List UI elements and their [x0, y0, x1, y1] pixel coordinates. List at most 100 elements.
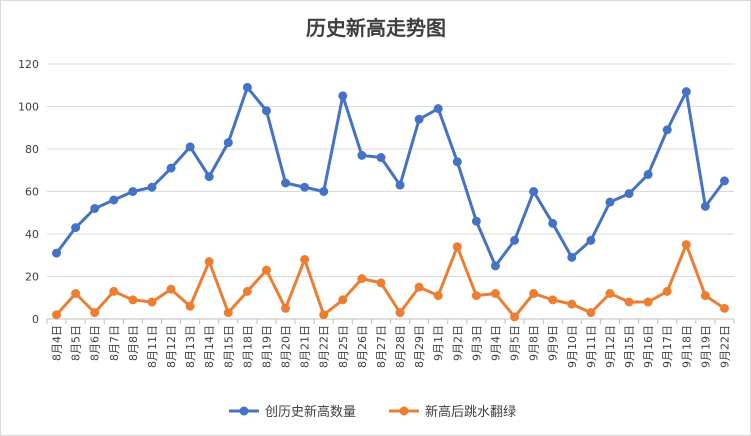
y-tick-label: 100: [18, 101, 39, 114]
x-tick-label: 8月19日: [260, 325, 273, 368]
axes: 0 20 40 60 80 100 120 8月4日 8月5日 8月6日 8月7日 8月8日 8月11日…: [18, 58, 735, 368]
x-tick-label: 8月12日: [165, 325, 178, 368]
data-point: [90, 308, 100, 318]
data-point: [338, 91, 348, 101]
series-line: [55, 85, 726, 268]
x-tick-label: 9月3日: [470, 325, 483, 361]
data-point: [624, 297, 634, 307]
data-point: [395, 308, 405, 318]
x-tick-label: 9月8日: [528, 325, 541, 361]
data-point: [414, 282, 424, 292]
y-tick-label: 120: [18, 58, 39, 71]
data-point: [719, 176, 729, 186]
x-tick-label: 9月19日: [699, 325, 712, 368]
data-point: [452, 242, 462, 252]
series-group: [52, 82, 729, 271]
data-point: [242, 82, 252, 92]
x-tick-label: 8月14日: [203, 325, 216, 368]
data-point: [52, 248, 62, 258]
data-point: [223, 308, 233, 318]
data-point: [376, 153, 386, 162]
data-point: [700, 201, 710, 211]
data-point: [281, 178, 291, 188]
data-point: [204, 257, 214, 267]
data-point: [586, 235, 596, 245]
data-point: [605, 289, 615, 298]
x-tick-label: 9月12日: [604, 325, 617, 368]
data-point: [166, 163, 176, 173]
x-tick-label: 9月15日: [623, 325, 636, 368]
data-point: [471, 216, 481, 226]
data-point: [548, 218, 558, 228]
data-point: [185, 301, 195, 311]
x-tick-label: 9月17日: [661, 325, 674, 368]
data-point: [128, 295, 138, 305]
x-tick-label: 8月7日: [108, 325, 121, 361]
data-point: [395, 180, 405, 190]
data-point: [719, 303, 729, 313]
legend-item: 创历史新高数量: [229, 404, 356, 420]
x-tick-label: 9月18日: [680, 325, 693, 368]
data-point: [357, 150, 367, 160]
y-tick-label: 0: [32, 313, 39, 326]
data-point: [510, 235, 520, 245]
data-point: [319, 187, 329, 196]
data-point: [242, 286, 252, 296]
x-tick-label: 9月22日: [718, 325, 731, 368]
data-point: [204, 172, 214, 182]
data-point: [166, 284, 176, 294]
x-tick-label: 8月4日: [51, 325, 64, 361]
data-point: [662, 125, 672, 135]
data-point: [567, 299, 577, 309]
data-point: [109, 195, 119, 205]
data-point: [433, 291, 443, 301]
x-tick-label: 9月5日: [509, 325, 522, 361]
x-tick-label: 8月27日: [375, 325, 388, 368]
x-tick-label: 9月9日: [547, 325, 560, 361]
data-point: [357, 274, 367, 284]
data-point: [300, 255, 310, 264]
x-tick-label: 8月20日: [280, 325, 293, 368]
x-tick-label: 8月26日: [356, 325, 369, 368]
data-point: [643, 297, 653, 307]
data-point: [510, 312, 520, 322]
legend: 创历史新高数量 新高后跳水翻绿: [229, 404, 516, 420]
data-point: [52, 310, 62, 320]
data-point: [624, 189, 634, 199]
legend-label: 创历史新高数量: [265, 404, 356, 420]
data-point: [90, 204, 100, 213]
x-tick-label: 8月6日: [89, 325, 102, 361]
x-tick-label: 9月10日: [566, 325, 579, 368]
data-point: [414, 114, 424, 124]
series-group: [52, 240, 729, 322]
x-tick-label: 8月22日: [318, 325, 331, 368]
x-tick-label: 9月1日: [432, 325, 445, 361]
x-tick-label: 9月11日: [585, 325, 598, 368]
data-point: [567, 252, 577, 262]
x-tick-label: 8月15日: [222, 325, 235, 368]
x-tick-label: 8月25日: [337, 325, 350, 368]
data-point: [662, 286, 672, 296]
data-point: [281, 303, 291, 313]
data-point: [452, 157, 462, 167]
data-point: [433, 104, 443, 114]
series-line: [55, 243, 726, 319]
data-point: [376, 278, 386, 288]
data-point: [319, 310, 329, 320]
y-tick-label: 40: [25, 228, 39, 241]
x-tick-label: 8月29日: [413, 325, 426, 368]
y-tick-label: 60: [25, 186, 39, 199]
x-tick-label: 9月4日: [489, 325, 502, 361]
data-point: [261, 265, 271, 275]
x-tick-label: 9月2日: [451, 325, 464, 361]
data-point: [700, 291, 710, 301]
data-point: [529, 187, 539, 196]
legend-marker: [239, 406, 249, 416]
x-tick-label: 8月5日: [70, 325, 83, 361]
series-lines: [52, 82, 729, 322]
x-tick-label: 9月16日: [642, 325, 655, 368]
data-point: [548, 295, 558, 305]
data-point: [471, 291, 481, 301]
data-point: [490, 289, 500, 298]
